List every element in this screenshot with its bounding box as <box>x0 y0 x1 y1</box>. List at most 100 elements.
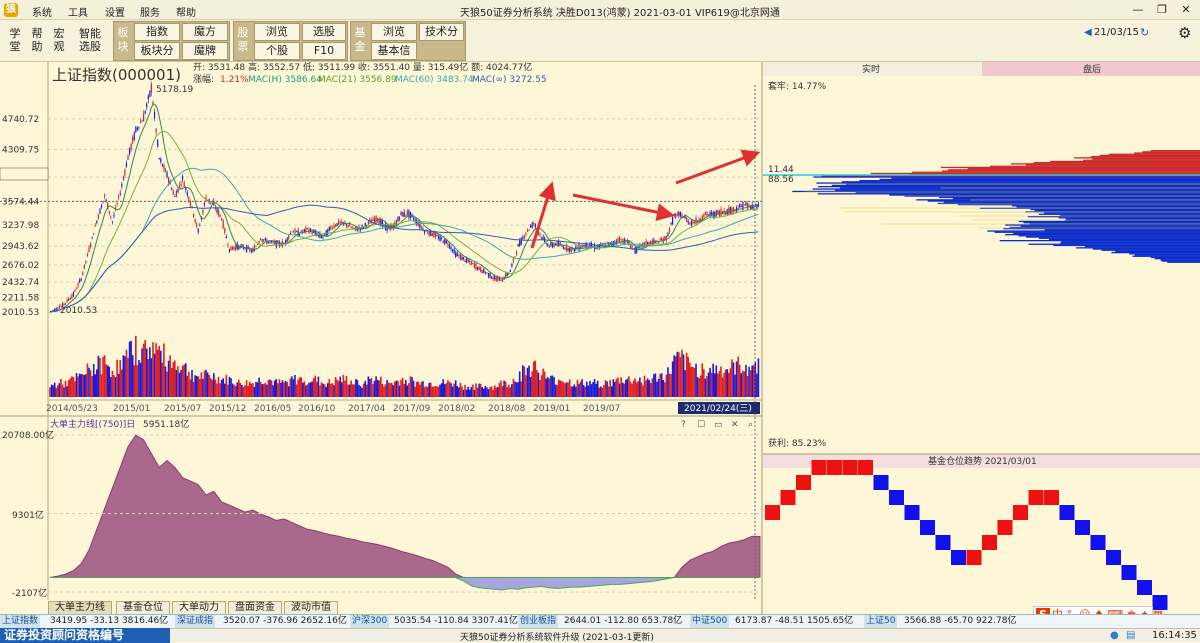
candle-body <box>547 243 549 247</box>
menu-service[interactable]: 服务 <box>140 8 160 19</box>
volume-bar <box>259 381 262 397</box>
menu-tools[interactable]: 工具 <box>68 8 88 19</box>
close-panel-icon[interactable]: ✕ <box>731 420 739 430</box>
tab-volatility-value[interactable]: 波动市值 <box>284 601 338 615</box>
candle-body <box>185 187 187 190</box>
candle-body <box>111 221 114 223</box>
btn-school[interactable]: 学 堂 <box>9 27 21 53</box>
ticker-sz50-label[interactable]: 上证50 <box>864 615 898 629</box>
minimize-button[interactable]: — <box>1132 3 1144 16</box>
app-logo: 狼 <box>4 3 18 17</box>
volume-bar <box>206 372 209 397</box>
volume-bar <box>270 380 273 397</box>
volume-bar <box>539 380 541 397</box>
volume-bar <box>746 376 749 397</box>
date-tick: 2017/09 <box>393 404 431 414</box>
volume-bar <box>645 380 647 397</box>
nav-date[interactable]: 21/03/15 <box>1094 27 1139 38</box>
chip-bar <box>1134 254 1200 256</box>
btn-help[interactable]: 帮 助 <box>31 27 43 53</box>
gear-icon[interactable]: ⚙ <box>1178 24 1192 42</box>
volume-bar <box>682 354 685 397</box>
window-icon[interactable]: ☐ <box>697 420 705 430</box>
candle-body <box>89 243 92 247</box>
candle-body <box>654 240 657 242</box>
menu-help[interactable]: 帮助 <box>176 8 196 19</box>
volume-bar <box>63 387 65 397</box>
btn-single-stock[interactable]: 个股 <box>254 42 300 60</box>
candle-body <box>349 224 351 227</box>
volume-bar <box>298 377 301 397</box>
volume-bar <box>316 381 318 397</box>
candle-body <box>292 231 295 233</box>
candle-body <box>121 184 123 187</box>
volume-bar <box>554 384 557 397</box>
volume-bar <box>108 366 111 397</box>
tab-big-order-power[interactable]: 大单动力 <box>172 601 226 615</box>
chip-bar <box>942 170 1200 172</box>
volume-bar <box>61 384 64 397</box>
candle-body <box>136 127 138 130</box>
help-icon[interactable]: ? <box>681 420 686 430</box>
tab-big-order-line[interactable]: 大单主力线 <box>48 601 112 615</box>
btn-f10[interactable]: F10 <box>302 42 346 60</box>
prev-date-icon[interactable]: ◀ <box>1084 27 1092 38</box>
candle-body <box>230 246 232 251</box>
menu-system[interactable]: 系统 <box>32 8 52 19</box>
date-tick: 2016/05 <box>254 404 291 414</box>
chip-bar <box>1101 249 1200 251</box>
maximize-button[interactable]: ❐ <box>1157 3 1167 16</box>
candle-body <box>65 302 67 304</box>
volume-bar <box>334 377 337 397</box>
ticker-hs300-label[interactable]: 沪深300 <box>350 615 390 629</box>
candle-body <box>350 226 352 228</box>
volume-bar <box>380 376 382 397</box>
chip-bar <box>1065 218 1200 220</box>
volume-bar <box>740 373 743 397</box>
btn-macro[interactable]: 宏 观 <box>53 27 65 53</box>
ticker-zz500-label[interactable]: 中证500 <box>690 615 730 629</box>
candle-body <box>347 224 349 228</box>
btn-smart-pick[interactable]: 智能 选股 <box>79 27 101 53</box>
close-button[interactable]: ✕ <box>1181 3 1191 16</box>
refresh-icon[interactable]: ↻ <box>1140 26 1150 39</box>
tab-fund-position[interactable]: 基金仓位 <box>116 601 170 615</box>
btn-sector-analysis[interactable]: 板块分 <box>134 42 180 60</box>
volume-bar <box>353 384 356 397</box>
chip-bar <box>1038 237 1200 239</box>
chip-bar <box>943 201 1200 203</box>
btn-basic-info[interactable]: 基本信 <box>371 42 417 60</box>
btn-stock-browse[interactable]: 浏览 <box>254 23 300 41</box>
tab-after[interactable]: 盘后 <box>1083 63 1101 75</box>
volume-bar <box>272 385 274 397</box>
ticker-sh-label[interactable]: 上证指数 <box>0 615 41 629</box>
volume-bar <box>440 383 443 397</box>
ticker-cyb-label[interactable]: 创业板指 <box>518 615 559 629</box>
indicator-title: 大单主力线[(750)]日 <box>50 418 135 430</box>
btn-cube[interactable]: 魔方 <box>182 23 228 41</box>
volume-bar <box>375 376 377 397</box>
search-icon[interactable]: ⌕ <box>748 420 753 430</box>
candle-body <box>526 229 529 232</box>
volume-bar <box>674 356 677 397</box>
volume-bar <box>69 378 72 397</box>
volume-bar <box>401 377 404 397</box>
btn-stock-pick[interactable]: 选股 <box>302 23 346 41</box>
candle-body <box>742 201 744 211</box>
fund-block <box>1059 505 1075 520</box>
btn-index[interactable]: 指数 <box>134 23 180 41</box>
ticker-sz-label[interactable]: 深证成指 <box>175 615 216 629</box>
tab-realtime[interactable]: 实时 <box>862 63 880 75</box>
volume-bar <box>55 387 58 397</box>
btn-tech-analysis[interactable]: 技术分 <box>419 23 464 41</box>
menu-settings[interactable]: 设置 <box>105 8 125 19</box>
tab-market-funds[interactable]: 盘面资金 <box>228 601 282 615</box>
volume-bar <box>136 365 139 397</box>
candle-body <box>125 162 128 168</box>
restore-icon[interactable]: ▭ <box>714 420 723 430</box>
volume-bar <box>458 387 460 397</box>
btn-fund-browse[interactable]: 浏览 <box>371 23 417 41</box>
candle-body <box>144 111 146 114</box>
chart-area: 上证指数(000001) 开: 3531.48 高: 3552.57 低: 35… <box>0 62 1200 614</box>
btn-magic-card[interactable]: 魔牌 <box>182 42 228 60</box>
